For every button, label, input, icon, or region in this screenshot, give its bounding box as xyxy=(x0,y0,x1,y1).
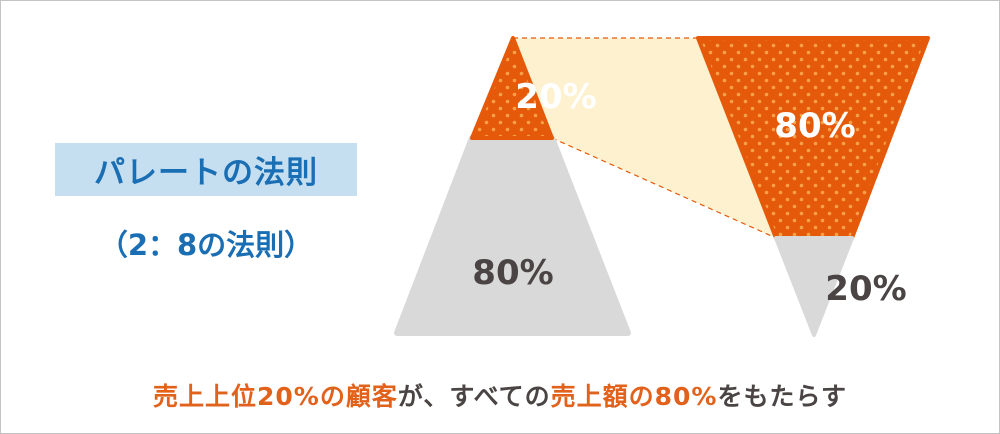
connector-bottom-line xyxy=(551,137,777,239)
subtitle: （2：8の法則） xyxy=(98,228,314,262)
customers-top-segment xyxy=(470,36,554,140)
caption-part3: 売上額の80% xyxy=(550,382,718,411)
caption-part4: をもたらす xyxy=(717,382,847,411)
sales-rest-segment xyxy=(774,236,854,337)
customers-top-label: 20% xyxy=(515,77,596,117)
title-box: パレートの法則 xyxy=(55,143,357,196)
sales-rest-label: 20% xyxy=(825,269,906,309)
connector-band xyxy=(513,38,776,238)
sales-top-label: 80% xyxy=(774,106,855,146)
page-title: パレートの法則 xyxy=(94,155,318,191)
caption-part2: が、すべての xyxy=(397,382,551,411)
customers-rest-segment xyxy=(394,135,631,336)
caption: 売上上位20%の顧客が、すべての売上額の80%をもたらす xyxy=(0,377,1000,413)
caption-part1: 売上上位20%の顧客 xyxy=(153,382,398,411)
customers-rest-label: 80% xyxy=(472,253,553,293)
